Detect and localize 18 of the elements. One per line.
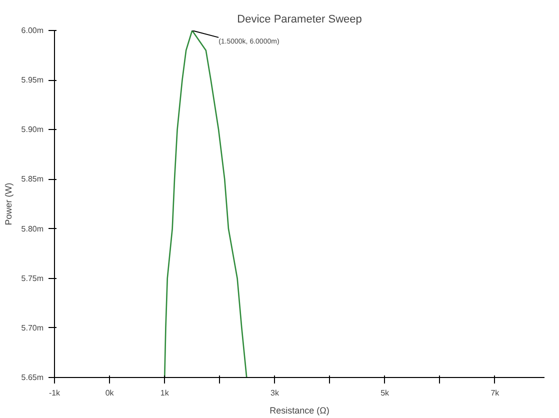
- y-tick-label: 5.70m: [21, 323, 44, 332]
- y-tick-label: 5.90m: [21, 125, 44, 134]
- y-axis-title: Power (W): [3, 182, 14, 226]
- chart-title: Device Parameter Sweep: [237, 14, 362, 26]
- x-tick-label: 7k: [490, 388, 500, 398]
- y-tick-label: 5.85m: [21, 174, 44, 184]
- x-tick-label: -1k: [48, 388, 62, 398]
- y-tick-label: 5.65m: [21, 373, 44, 382]
- y-tick-label: 5.80m: [21, 224, 44, 234]
- x-tick-label: 1k: [160, 388, 170, 398]
- x-tick-label: 3k: [270, 388, 280, 398]
- line-series: [164, 30, 248, 378]
- x-tick-label: 0k: [105, 388, 115, 398]
- y-tick-label: 6.00m: [21, 26, 44, 35]
- y-tick-label: 5.95m: [21, 76, 44, 85]
- x-tick-label: 5k: [380, 388, 390, 398]
- x-axis-title: Resistance (Ω): [270, 406, 330, 416]
- y-tick-label: 5.75m: [21, 274, 44, 283]
